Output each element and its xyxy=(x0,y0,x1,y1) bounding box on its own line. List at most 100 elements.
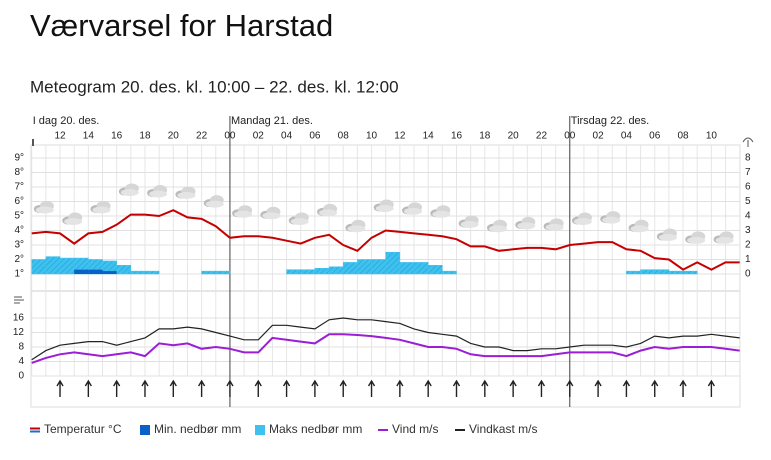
chart-title: Meteogram 20. des. kl. 10:00 – 22. des. … xyxy=(30,77,399,96)
cloud xyxy=(375,205,394,212)
x-tick-label: 08 xyxy=(338,131,350,142)
weather-icon xyxy=(373,199,394,212)
x-tick-label: 06 xyxy=(309,131,321,142)
cloud xyxy=(488,225,507,233)
cloud xyxy=(347,225,366,233)
y-tick-label: 1° xyxy=(14,269,24,280)
y-tick-label: 5° xyxy=(14,211,24,222)
weather-icon xyxy=(486,219,507,233)
y3-tick-label: 12 xyxy=(13,327,25,338)
legend-swatch xyxy=(140,425,150,435)
series-line xyxy=(31,317,740,361)
cloud xyxy=(319,209,338,217)
x-tick-label: 08 xyxy=(677,131,689,142)
cloud xyxy=(404,207,423,215)
precip-bar xyxy=(640,269,655,275)
y-tick-label: 6° xyxy=(14,196,24,207)
x-tick-label: 02 xyxy=(593,131,605,142)
cloud xyxy=(687,236,706,244)
legend-swatch xyxy=(255,425,265,435)
x-tick-label: 20 xyxy=(508,131,520,142)
weather-icon xyxy=(430,205,451,218)
legend-label: Temperatur °C xyxy=(44,422,122,436)
weather-icon xyxy=(402,202,423,215)
legend-label: Maks nedbør mm xyxy=(269,422,362,436)
precip-bar xyxy=(286,269,301,275)
day-label: Mandag 21. des. xyxy=(231,115,313,127)
weather-icon xyxy=(458,215,479,228)
wind-arrow xyxy=(84,379,92,397)
precip-bar xyxy=(130,270,146,275)
wind-arrow xyxy=(651,379,659,397)
cloud xyxy=(120,189,139,197)
y-tick-label: 8° xyxy=(14,167,24,178)
precip-bar xyxy=(300,269,316,275)
weather-icon xyxy=(232,205,253,218)
legend-label: Vind m/s xyxy=(392,422,438,436)
weather-icon xyxy=(147,185,168,198)
y2-tick-label: 0 xyxy=(745,269,751,280)
y2-tick-label: 2 xyxy=(745,240,751,251)
cloud xyxy=(602,216,621,224)
y-tick-label: 4° xyxy=(14,225,24,236)
precip-bar xyxy=(328,266,344,275)
x-tick-label: 18 xyxy=(139,131,151,142)
weather-icon xyxy=(543,218,564,231)
precip-bar xyxy=(215,270,231,275)
weather-icon xyxy=(175,186,196,199)
cloud xyxy=(262,212,281,220)
cloud xyxy=(92,206,111,214)
legend-label: Min. nedbør mm xyxy=(154,422,241,436)
precip-bar xyxy=(342,262,358,275)
y2-tick-label: 4 xyxy=(745,211,751,222)
y3-tick-label: 0 xyxy=(18,371,24,382)
x-tick-label: 14 xyxy=(423,131,435,142)
weather-icon xyxy=(260,206,281,220)
y2-tick-label: 5 xyxy=(745,196,751,207)
cloud xyxy=(715,236,734,244)
weather-icon xyxy=(62,212,83,226)
cloud xyxy=(545,223,564,231)
cloud xyxy=(658,234,677,241)
wind-arrow xyxy=(169,379,177,397)
y-tick-label: 3° xyxy=(14,240,24,251)
precip-bar xyxy=(102,271,117,274)
y3-tick-label: 16 xyxy=(13,313,25,324)
weather-icon xyxy=(118,183,139,197)
umbrella-icon xyxy=(742,137,754,147)
precip-bar xyxy=(385,252,401,275)
precip-bar xyxy=(413,262,429,275)
y3-tick-label: 8 xyxy=(18,342,24,353)
precip-bar xyxy=(668,270,684,275)
weather-icon xyxy=(288,212,309,226)
wind-arrow xyxy=(396,379,404,397)
wind-arrow xyxy=(198,379,206,397)
weather-icon xyxy=(685,231,706,244)
series-line xyxy=(31,209,740,271)
cloud xyxy=(290,218,309,226)
cloud xyxy=(432,210,451,218)
x-tick-label: 20 xyxy=(168,131,180,142)
wind-arrow xyxy=(339,379,347,397)
weather-icon xyxy=(713,231,734,244)
cloud xyxy=(64,218,83,226)
wind-arrow xyxy=(141,379,149,397)
legend-label: Vindkast m/s xyxy=(469,422,537,436)
weather-icon xyxy=(90,200,111,214)
day-label: Tirsdag 22. des. xyxy=(571,115,649,127)
weather-icon xyxy=(33,200,54,214)
x-tick-label: 16 xyxy=(451,131,463,142)
wind-arrow xyxy=(56,379,64,397)
weather-icon xyxy=(656,228,677,241)
precip-bar xyxy=(427,265,443,275)
cloud xyxy=(177,191,196,199)
wind-arrow xyxy=(452,379,461,397)
y-tick-label: 9° xyxy=(14,153,24,164)
precip-bar xyxy=(201,270,217,275)
wind-arrow xyxy=(254,379,262,397)
weather-icon xyxy=(600,211,621,224)
cloud xyxy=(517,222,536,230)
precip-bar xyxy=(88,269,103,274)
x-tick-label: 10 xyxy=(366,131,378,142)
